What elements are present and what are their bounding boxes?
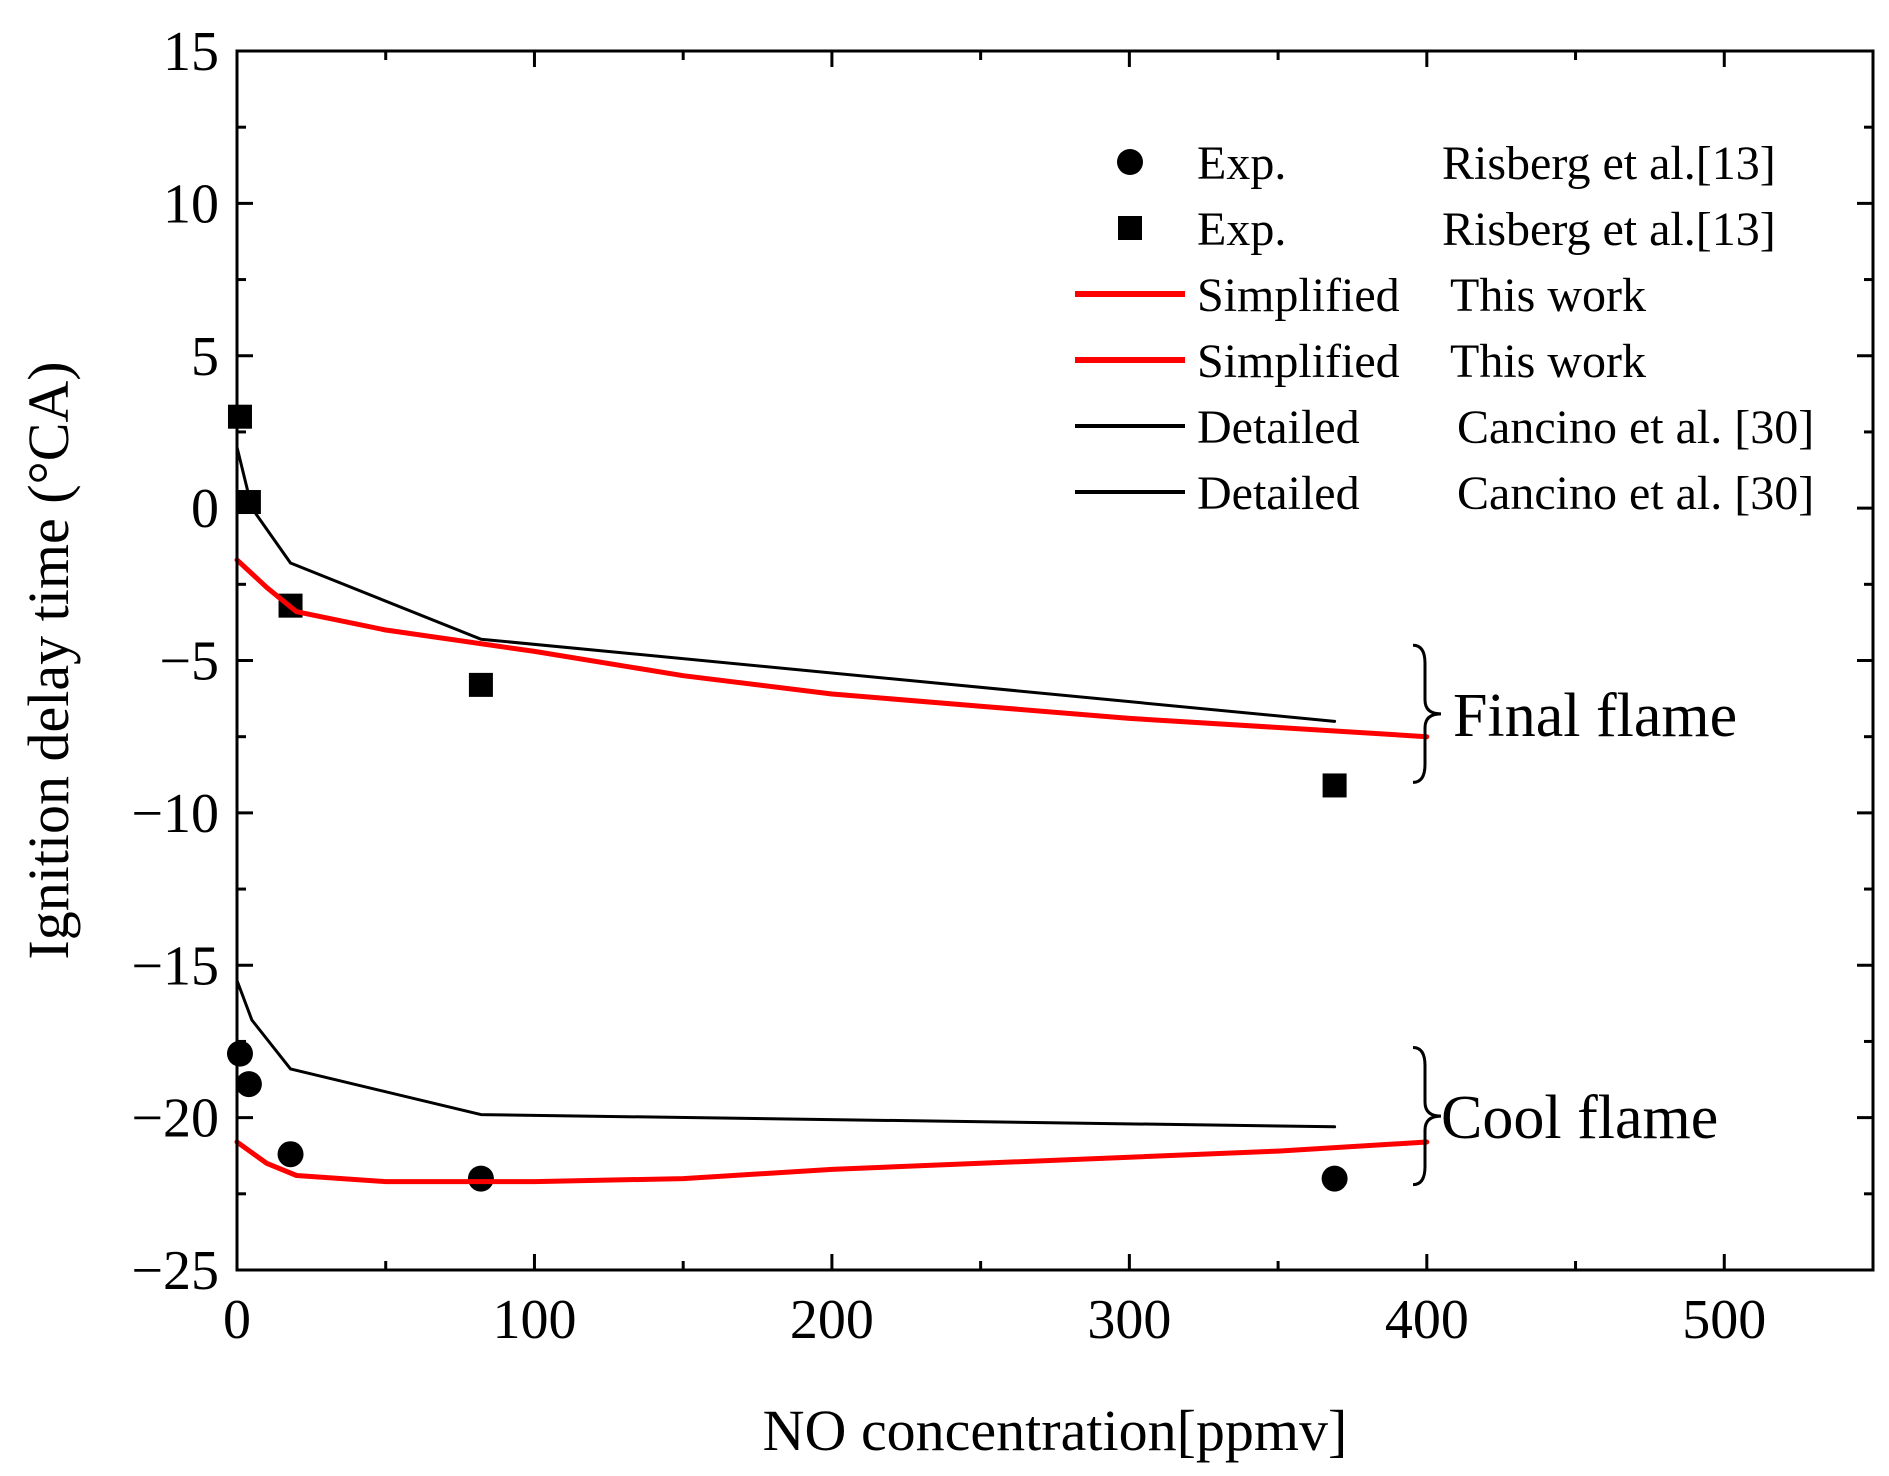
data-point-circle: [1321, 1165, 1348, 1192]
data-point-square: [468, 672, 493, 697]
y-tick-label: 0: [191, 478, 219, 540]
y-tick-label: 5: [191, 326, 219, 388]
legend-label: Detailed: [1197, 401, 1360, 454]
legend-source: Risberg et al.[13]: [1442, 203, 1776, 256]
legend-source: This work: [1450, 269, 1646, 322]
x-tick-label: 100: [492, 1289, 576, 1351]
legend-source: This work: [1450, 335, 1646, 388]
legend-source: Cancino et al. [30]: [1457, 467, 1814, 520]
series-line-4: [235, 445, 1337, 723]
y-tick-label: −20: [131, 1088, 219, 1150]
x-tick-label: 0: [223, 1289, 251, 1351]
data-point-circle: [235, 1071, 262, 1098]
plot-marks: [226, 404, 1430, 1192]
series-line-3: [234, 1139, 1430, 1185]
series-line-2: [234, 557, 1430, 740]
legend-source: Cancino et al. [30]: [1457, 401, 1814, 454]
data-point-square: [1322, 773, 1347, 798]
annotation-bracket: [1412, 643, 1442, 784]
legend-marker-square: [1118, 216, 1142, 240]
y-axis-title: Ignition delay time (°CA): [16, 361, 81, 959]
annotation-bracket: [1412, 1046, 1442, 1187]
series-line-5: [235, 979, 1337, 1129]
legend-label: Simplified: [1197, 335, 1400, 388]
legend-label: Exp.: [1197, 203, 1286, 256]
annotation-label: Final flame: [1453, 682, 1737, 750]
legend-label: Simplified: [1197, 269, 1400, 322]
legend-label: Exp.: [1197, 137, 1286, 190]
legend-source: Risberg et al.[13]: [1442, 137, 1776, 190]
annotations: Final flame Cool flame: [1412, 643, 1737, 1187]
x-axis-title: NO concentration[ppmv]: [763, 1398, 1348, 1463]
data-point-square: [227, 404, 252, 429]
data-point-circle: [226, 1040, 253, 1067]
x-tick-label: 500: [1682, 1289, 1766, 1351]
data-point-circle: [467, 1165, 494, 1192]
y-tick-label: −15: [131, 935, 219, 997]
x-tick-label: 400: [1385, 1289, 1469, 1351]
legend-label: Detailed: [1197, 467, 1360, 520]
annotation-label: Cool flame: [1441, 1084, 1718, 1152]
legend: Exp. Risberg et al.[13] Exp. Risberg et al.…: [1075, 137, 1814, 520]
x-tick-label: 200: [790, 1289, 874, 1351]
data-point-circle: [277, 1141, 304, 1168]
x-tick-label: 300: [1087, 1289, 1171, 1351]
y-tick-label: −5: [159, 631, 219, 693]
y-tick-label: 15: [163, 21, 219, 83]
legend-marker-circle: [1117, 149, 1143, 175]
y-tick-label: −25: [131, 1240, 219, 1302]
y-tick-label: 10: [163, 173, 219, 235]
y-tick-label: −10: [131, 783, 219, 845]
axes: 0 100 200 300 400 500 15 10 5 0 −5 −10 −15 −20 −25 NO c…: [16, 21, 1875, 1463]
